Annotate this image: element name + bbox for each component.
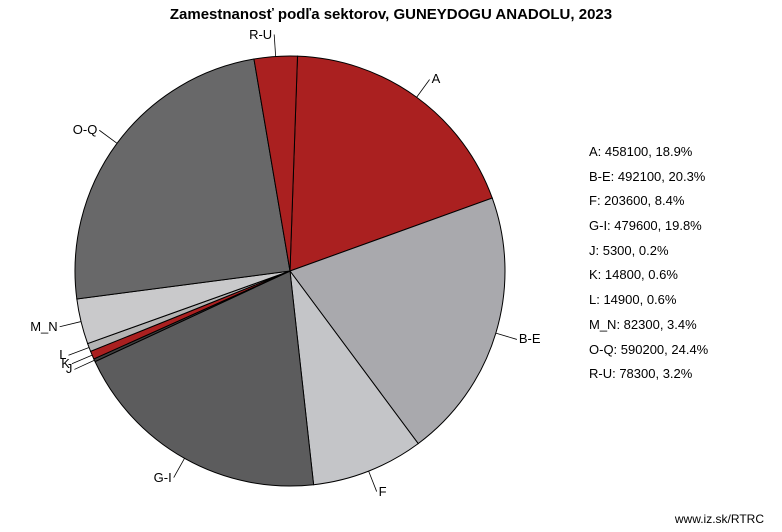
leader-line-O-Q [99,130,117,143]
legend-row-K: K: 14800, 0.6% [589,263,764,288]
pie-chart: AB-EFG-IJKLM_NO-QR-U [10,26,570,506]
leader-line-R-U [274,35,275,57]
pie-svg [10,26,570,506]
container: Zamestnanosť podľa sektorov, GUNEYDOGU A… [0,0,782,532]
chart-title: Zamestnanosť podľa sektorov, GUNEYDOGU A… [0,6,782,23]
legend: A: 458100, 18.9%B-E: 492100, 20.3%F: 203… [589,140,764,387]
slice-label-G-I: G-I [154,470,172,485]
slice-label-R-U: R-U [249,27,272,42]
slice-label-A: A [432,71,441,86]
slice-label-M_N: M_N [30,319,57,334]
legend-row-F: F: 203600, 8.4% [589,189,764,214]
leader-line-A [417,79,430,97]
leader-line-L [68,347,89,355]
leader-line-G-I [174,458,185,477]
leader-line-F [369,471,377,491]
slice-label-F: F [379,484,387,499]
slice-O-Q [75,59,290,299]
leader-line-M_N [60,322,81,327]
legend-row-J: J: 5300, 0.2% [589,239,764,264]
legend-row-G-I: G-I: 479600, 19.8% [589,214,764,239]
slice-label-B-E: B-E [519,331,541,346]
legend-row-O-Q: O-Q: 590200, 24.4% [589,338,764,363]
legend-row-B-E: B-E: 492100, 20.3% [589,165,764,190]
legend-row-L: L: 14900, 0.6% [589,288,764,313]
leader-line-B-E [496,333,517,339]
slice-label-O-Q: O-Q [73,122,98,137]
legend-row-M_N: M_N: 82300, 3.4% [589,313,764,338]
attribution: www.iz.sk/RTRC [675,512,764,526]
legend-row-R-U: R-U: 78300, 3.2% [589,362,764,387]
legend-row-A: A: 458100, 18.9% [589,140,764,165]
slice-label-L: L [59,347,66,362]
